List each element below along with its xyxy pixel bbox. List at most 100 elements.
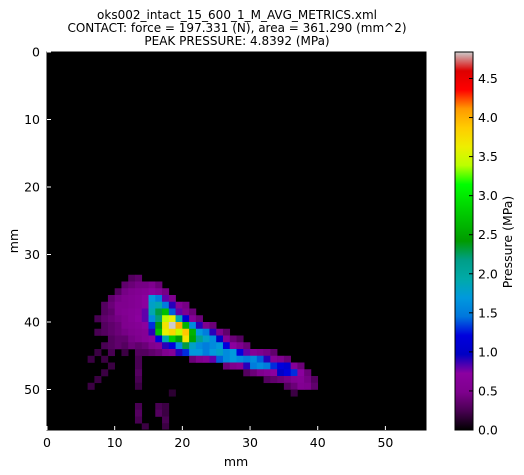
heatmap-cell (155, 301, 163, 309)
heatmap-cell (107, 362, 115, 370)
heatmap-cell (250, 362, 258, 370)
heatmap-cell (222, 349, 231, 357)
heatmap-cell (94, 328, 102, 336)
heatmap-cell (243, 355, 251, 363)
x-tick-label: 20 (174, 435, 190, 450)
heatmap-cell (222, 355, 231, 363)
heatmap-cell (263, 376, 271, 384)
heatmap-cell (155, 322, 163, 330)
x-tick-label: 50 (377, 435, 393, 450)
heatmap-cell (162, 322, 170, 330)
heatmap-cell (202, 342, 210, 350)
heatmap-cell (310, 382, 319, 390)
heatmap-cell (256, 349, 264, 357)
heatmap-cell (168, 301, 176, 309)
y-tick-label: 40 (24, 315, 40, 330)
heatmap-cell (202, 322, 210, 330)
heatmap-cell (243, 362, 251, 370)
heatmap-cell (222, 342, 231, 350)
heatmap-cell (209, 355, 217, 363)
heatmap-cell (195, 315, 203, 323)
heatmap-cell (128, 322, 136, 330)
heatmap-cell (216, 328, 224, 336)
heatmap-cell (162, 295, 170, 303)
heatmap-cell (304, 382, 312, 390)
y-tick-label: 0 (32, 45, 40, 60)
heatmap-cell (121, 342, 129, 350)
heatmap-cell (121, 281, 129, 289)
heatmap-cell (121, 315, 129, 323)
heatmap-cell (94, 349, 102, 357)
heatmap-cell (134, 349, 143, 357)
heatmap-plot-area (47, 52, 426, 431)
heatmap-cell (141, 342, 149, 350)
heatmap-cell (94, 376, 102, 384)
heatmap-cell (243, 342, 251, 350)
chart-title-line-1: oks002_intact_15_600_1_M_AVG_METRICS.xml (97, 8, 377, 22)
heatmap-cell (155, 281, 163, 289)
heatmap-cell (236, 335, 244, 343)
colorbar-tick-label: 3.0 (478, 188, 498, 203)
heatmap-cell (101, 322, 109, 330)
heatmap-cell (114, 342, 122, 350)
heatmap-cell (250, 349, 258, 357)
heatmap-cell (216, 349, 224, 357)
heatmap-cell (114, 288, 122, 296)
heatmap-cell (277, 376, 285, 384)
heatmap-cell (128, 335, 136, 343)
heatmap-cell (195, 322, 203, 330)
colorbar: 0.0 0.5 1.0 1.5 2.0 2.5 3.0 3.5 4.0 4.5 (454, 51, 498, 438)
heatmap-cell (114, 315, 122, 323)
heatmap-cell (209, 342, 217, 350)
heatmap-cell (229, 355, 237, 363)
heatmap-cell (162, 288, 170, 296)
heatmap-cell (134, 376, 143, 384)
heatmap-cell (107, 328, 115, 336)
colorbar-tick-label: 4.0 (478, 110, 498, 125)
heatmap-cell (101, 328, 109, 336)
heatmap-cell (148, 308, 156, 316)
heatmap-cell (107, 349, 115, 357)
heatmap-cell (128, 301, 136, 309)
heatmap-cell (155, 328, 163, 336)
heatmap-cell (121, 335, 129, 343)
heatmap-cell (107, 342, 115, 350)
heatmap-cell (297, 362, 305, 370)
x-axis-label: mm (224, 454, 248, 469)
heatmap-cell (283, 369, 291, 377)
heatmap-cell (121, 322, 129, 330)
heatmap-cell (304, 376, 312, 384)
heatmap-cell (304, 369, 312, 377)
heatmap-cell (263, 362, 271, 370)
y-tick-label: 10 (24, 112, 40, 127)
heatmap-cell (175, 342, 183, 350)
heatmap-cell (101, 301, 109, 309)
heatmap-cell (168, 335, 176, 343)
heatmap-cell (270, 349, 278, 357)
heatmap-cell (263, 349, 271, 357)
heatmap-cell (101, 355, 109, 363)
heatmap-cell (162, 308, 170, 316)
heatmap-cell (202, 328, 210, 336)
y-tick-label: 50 (24, 382, 40, 397)
heatmap-cell (216, 335, 224, 343)
heatmap-cell (107, 301, 115, 309)
heatmap-cell (162, 301, 170, 309)
heatmap-cell (168, 342, 176, 350)
heatmap-cell (263, 369, 271, 377)
heatmap-cell (87, 382, 95, 390)
heatmap-cell (148, 295, 156, 303)
heatmap-cell (128, 274, 136, 282)
chart-title-line-2: CONTACT: force = 197.331 (N), area = 361… (67, 21, 407, 35)
heatmap-cell (182, 308, 190, 316)
heatmap-cell (114, 308, 122, 316)
heatmap-cell (209, 322, 217, 330)
x-tick-label: 40 (310, 435, 326, 450)
heatmap-cell (134, 409, 143, 417)
heatmap-cell (114, 301, 122, 309)
heatmap-cell (134, 355, 143, 363)
heatmap-cell (141, 335, 149, 343)
heatmap-cell (134, 281, 143, 289)
heatmap-cell (148, 335, 156, 343)
